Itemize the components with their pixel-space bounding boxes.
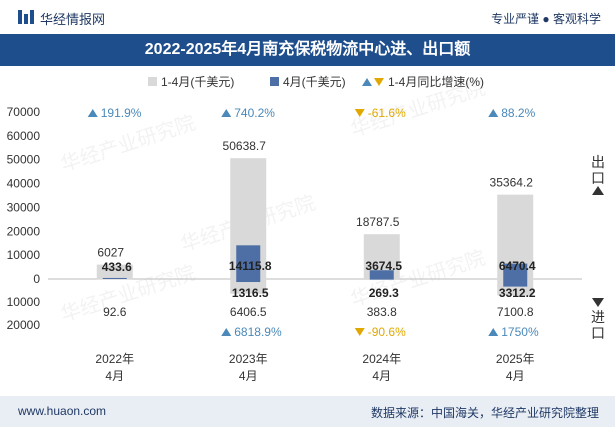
top-bar: 华经情报网 专业严谨 ● 客观科学: [0, 0, 615, 34]
import-monthly-bar: [503, 279, 528, 287]
growth-up-icon: [221, 109, 232, 117]
export-monthly-label: 3674.5: [365, 259, 402, 273]
export-monthly-label: 14115.8: [229, 259, 272, 273]
export-growth-label: 191.9%: [101, 106, 142, 120]
y-tick-label: 50000: [7, 153, 41, 167]
legend-swatch-cumulative: [148, 77, 157, 86]
title-bar: 2022-2025年4月南充保税物流中心进、出口额: [0, 34, 615, 66]
export-cumulative-label: 35364.2: [490, 176, 534, 190]
growth-up-icon: [488, 328, 499, 336]
import-cumulative-label: 6406.5: [230, 305, 267, 319]
export-monthly-label: 6470.4: [499, 259, 536, 273]
chart-plot: 华经产业研究院华经产业研究院华经产业研究院华经产业研究院华经产业研究院70000…: [7, 76, 605, 383]
import-monthly-label: 269.3: [369, 286, 399, 300]
import-monthly-bar: [236, 279, 261, 283]
y-tick-label: 60000: [7, 129, 41, 143]
footer-source: 数据来源：中国海关，华经产业研究院整理: [370, 406, 599, 420]
brand-logo-icon: [18, 10, 34, 24]
legend-label-monthly: 4月(千美元): [283, 75, 346, 89]
watermark-text: 华经产业研究院: [58, 111, 198, 176]
import-cumulative-label: 7100.8: [497, 305, 534, 319]
import-growth-label: 1750%: [501, 325, 539, 339]
growth-up-icon: [488, 109, 499, 117]
footer: www.huaon.com 数据来源：中国海关，华经产业研究院整理: [0, 396, 615, 427]
export-cumulative-bar: [96, 264, 133, 279]
export-monthly-bar: [503, 263, 528, 279]
export-arrow-icon: [592, 186, 604, 195]
export-cumulative-label: 50638.7: [223, 139, 267, 153]
x-category-label: 4月: [105, 369, 124, 383]
y-tick-label: 0: [33, 272, 40, 286]
brand-name: 华经情报网: [40, 12, 106, 27]
y-tick-label: 20000: [7, 318, 41, 332]
legend-label-growth: 1-4月同比增速(%): [388, 75, 485, 89]
x-category-label: 2022年: [95, 352, 134, 366]
export-side-label: 口: [591, 170, 605, 186]
export-monthly-bar: [369, 270, 394, 279]
y-tick-label: 30000: [7, 200, 41, 214]
footer-site: www.huaon.com: [18, 404, 107, 418]
import-cumulative-label: 92.6: [103, 305, 127, 319]
export-cumulative-label: 18787.5: [356, 215, 400, 229]
export-growth-label: 88.2%: [501, 106, 535, 120]
growth-down-icon: [354, 109, 365, 117]
legend-item-cumulative: 1-4月(千美元): [148, 73, 234, 90]
legend-item-growth: 1-4月同比增速(%): [362, 73, 484, 90]
export-cumulative-label: 6027: [97, 246, 124, 260]
legend-item-monthly: 4月(千美元): [270, 73, 346, 90]
import-monthly-label: 3312.2: [499, 286, 536, 300]
x-category-label: 2024年: [362, 352, 401, 366]
x-category-label: 2025年: [496, 352, 535, 366]
import-cumulative-label: 383.8: [367, 305, 397, 319]
y-tick-label: 20000: [7, 224, 41, 238]
import-arrow-icon: [592, 298, 604, 307]
import-cumulative-bar: [230, 279, 267, 294]
growth-up-icon: [87, 109, 98, 117]
growth-down-icon: [354, 328, 365, 336]
x-category-label: 4月: [239, 369, 258, 383]
chart-title: 2022-2025年4月南充保税物流中心进、出口额: [144, 41, 471, 58]
x-category-label: 2023年: [229, 352, 268, 366]
import-monthly-bar: [369, 279, 394, 280]
import-growth-label: -90.6%: [368, 325, 406, 339]
import-growth-label: 6818.9%: [234, 325, 282, 339]
x-category-label: 4月: [372, 369, 391, 383]
export-monthly-label: 433.6: [102, 260, 132, 274]
slogan: 专业严谨 ● 客观科学: [491, 12, 601, 26]
y-tick-label: 40000: [7, 177, 41, 191]
legend-swatch-monthly: [270, 77, 279, 86]
y-tick-label: 70000: [7, 105, 41, 119]
export-growth-label: 740.2%: [234, 106, 275, 120]
import-side-label: 进: [591, 309, 605, 325]
import-monthly-label: 1316.5: [232, 286, 269, 300]
legend-triangle-icon: [362, 77, 384, 86]
legend: 1-4月(千美元) 4月(千美元) 1-4月同比增速(%): [0, 73, 615, 91]
export-growth-label: -61.6%: [368, 106, 406, 120]
legend-label-cumulative: 1-4月(千美元): [161, 75, 235, 89]
export-side-label: 出: [591, 154, 605, 170]
y-tick-label: 10000: [7, 248, 41, 262]
import-side-label: 口: [591, 325, 605, 341]
export-monthly-bar: [236, 245, 261, 279]
export-monthly-bar: [102, 277, 127, 279]
growth-up-icon: [221, 328, 232, 336]
y-tick-label: 10000: [7, 295, 41, 309]
x-category-label: 4月: [506, 369, 525, 383]
